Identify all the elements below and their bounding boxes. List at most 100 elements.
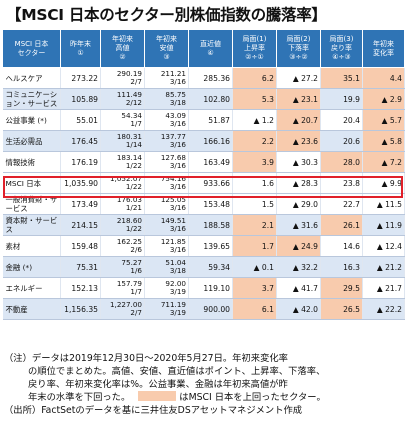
cell-c4: 102.80 (188, 88, 233, 110)
header-row: MSCI 日本 セクター 昨年末 ① 年初来 高値 ② 年初来 安値 ③ 直近値 ④ 局面(1) 上昇率 ②… (2, 29, 405, 68)
sector-name: エネルギー (2, 277, 61, 299)
cell-c1: 176.45 (60, 130, 101, 152)
cell-c2: 157.79 1/7 (100, 277, 145, 299)
cell-c4: 59.34 (188, 256, 233, 278)
sector-name: コミュニケーション・サービス (2, 88, 61, 110)
cell-c1: 152.13 (60, 277, 101, 299)
table-row: 公益事業 (*) 55.01 54.34 1/7 43.09 3/16 51.87 ▲ 1.2… (2, 109, 405, 131)
cell-c5: 3.9 (232, 151, 277, 173)
cell-c6: ▲ 23.6 (276, 130, 321, 152)
cell-c4: 933.66 (188, 172, 233, 194)
cell-c2: 54.34 1/7 (100, 109, 145, 131)
table-body: ヘルスケア 273.22 290.19 2/7 211.21 3/16 285.36 6.2 ▲… (2, 67, 405, 320)
cell-c3: 85.75 3/18 (144, 88, 189, 110)
cell-c8: ▲ 11.5 (362, 193, 405, 215)
cell-c3: 51.04 3/18 (144, 256, 189, 278)
cell-c6: ▲ 42.0 (276, 298, 321, 320)
cell-c6: ▲ 30.3 (276, 151, 321, 173)
cell-c1: 105.89 (60, 88, 101, 110)
column-header-2: 年初来 高値 ② (100, 29, 145, 68)
table-row: ヘルスケア 273.22 290.19 2/7 211.21 3/16 285.36 6.2 ▲… (2, 67, 405, 89)
cell-c7: 26.5 (320, 298, 363, 320)
cell-c2: 1,227.00 2/7 (100, 298, 145, 320)
cell-c2: 1,052.07 1/22 (100, 172, 145, 194)
cell-c5: 6.1 (232, 298, 277, 320)
note-line-3: 戻り率、年初来変化率は%。公益事業、金融は年初来高値が昨 (28, 379, 288, 390)
cell-c6: ▲ 29.0 (276, 193, 321, 215)
cell-c5: 1.7 (232, 235, 277, 257)
note-line-2: の順位でまとめた。高値、安値、直近値はポイント、上昇率、下落率、 (28, 366, 326, 377)
cell-c8: 4.4 (362, 67, 405, 89)
cell-c7: 29.5 (320, 277, 363, 299)
cell-c4: 188.58 (188, 214, 233, 236)
cell-c4: 139.65 (188, 235, 233, 257)
cell-c2: 290.19 2/7 (100, 67, 145, 89)
cell-c2: 180.31 1/14 (100, 130, 145, 152)
table-row: 資本財・サービス 214.15 218.60 1/22 149.51 3/16 188.58… (2, 214, 405, 236)
cell-c1: 273.22 (60, 67, 101, 89)
sector-name: 情報技術 (2, 151, 61, 173)
cell-c7: 19.9 (320, 88, 363, 110)
cell-c8: ▲ 5.7 (362, 109, 405, 131)
sector-name: ヘルスケア (2, 67, 61, 89)
cell-c4: 166.16 (188, 130, 233, 152)
cell-c5: ▲ 0.1 (232, 256, 277, 278)
table-title: 【MSCI 日本のセクター別株価指数の騰落率】 (6, 6, 327, 24)
note-line-4b: はMSCI 日本を上回ったセクター。 (179, 392, 326, 403)
cell-c6: ▲ 41.7 (276, 277, 321, 299)
table-row: エネルギー 152.13 157.79 1/7 92.00 3/19 119.10 3.7 ▲ … (2, 277, 405, 299)
column-header-0: MSCI 日本 セクター (2, 29, 61, 68)
cell-c2: 176.03 1/21 (100, 193, 145, 215)
cell-c6: ▲ 27.2 (276, 67, 321, 89)
cell-c5: 6.2 (232, 67, 277, 89)
cell-c2: 162.25 2/6 (100, 235, 145, 257)
cell-c5: 1.5 (232, 193, 277, 215)
cell-c6: ▲ 24.9 (276, 235, 321, 257)
cell-c5: 5.3 (232, 88, 277, 110)
cell-c7: 20.4 (320, 109, 363, 131)
table-row: 情報技術 176.19 183.14 1/22 127.68 3/16 163.49 3.9 ▲… (2, 151, 405, 173)
cell-c1: 214.15 (60, 214, 101, 236)
table-row: MSCI 日本 1,035.90 1,052.07 1/22 754.16 3/16 933… (2, 172, 405, 194)
cell-c3: 125.05 3/16 (144, 193, 189, 215)
table-row: 金融 (*) 75.31 75.27 1/6 51.04 3/18 59.34 ▲ 0.1 ▲ … (2, 256, 405, 278)
cell-c3: 754.16 3/16 (144, 172, 189, 194)
cell-c6: ▲ 20.7 (276, 109, 321, 131)
cell-c5: 3.7 (232, 277, 277, 299)
cell-c3: 121.85 3/16 (144, 235, 189, 257)
table-row: 一般消費財・サービス 173.49 176.03 1/21 125.05 3/16 153.… (2, 193, 405, 215)
cell-c3: 711.19 3/19 (144, 298, 189, 320)
cell-c6: ▲ 32.2 (276, 256, 321, 278)
cell-c8: ▲ 5.8 (362, 130, 405, 152)
cell-c7: 23.8 (320, 172, 363, 194)
cell-c5: 2.2 (232, 130, 277, 152)
notes: （注）データは2019年12月30日～2020年5月27日。年初来変化率 の順位… (4, 352, 404, 417)
note-line-4a: 年末の水準を下回った。 (28, 392, 131, 403)
table-row: 不動産 1,156.35 1,227.00 2/7 711.19 3/19 900.00 6.… (2, 298, 405, 320)
cell-c3: 43.09 3/16 (144, 109, 189, 131)
note-line-4: 年末の水準を下回った。 はMSCI 日本を上回ったセクター。 (4, 391, 404, 404)
cell-c6: ▲ 28.3 (276, 172, 321, 194)
cell-c3: 127.68 3/16 (144, 151, 189, 173)
cell-c7: 22.7 (320, 193, 363, 215)
sector-name: 公益事業 (*) (2, 109, 61, 131)
cell-c4: 163.49 (188, 151, 233, 173)
sector-name: 素材 (2, 235, 61, 257)
cell-c8: ▲ 7.2 (362, 151, 405, 173)
cell-c4: 119.10 (188, 277, 233, 299)
cell-c8: ▲ 9.9 (362, 172, 405, 194)
cell-c8: ▲ 21.7 (362, 277, 405, 299)
cell-c1: 1,035.90 (60, 172, 101, 194)
column-header-1: 昨年末 ① (60, 29, 101, 68)
cell-c8: ▲ 11.9 (362, 214, 405, 236)
cell-c1: 176.19 (60, 151, 101, 173)
cell-c2: 183.14 1/22 (100, 151, 145, 173)
cell-c1: 1,156.35 (60, 298, 101, 320)
cell-c1: 173.49 (60, 193, 101, 215)
table-row: 生活必需品 176.45 180.31 1/14 137.77 3/16 166.16 2.2… (2, 130, 405, 152)
cell-c3: 149.51 3/16 (144, 214, 189, 236)
column-header-8: 年初来 変化率 (362, 29, 405, 68)
cell-c2: 218.60 1/22 (100, 214, 145, 236)
column-header-7: 局面(3) 戻り率 ④÷③ (320, 29, 363, 68)
cell-c8: ▲ 2.9 (362, 88, 405, 110)
